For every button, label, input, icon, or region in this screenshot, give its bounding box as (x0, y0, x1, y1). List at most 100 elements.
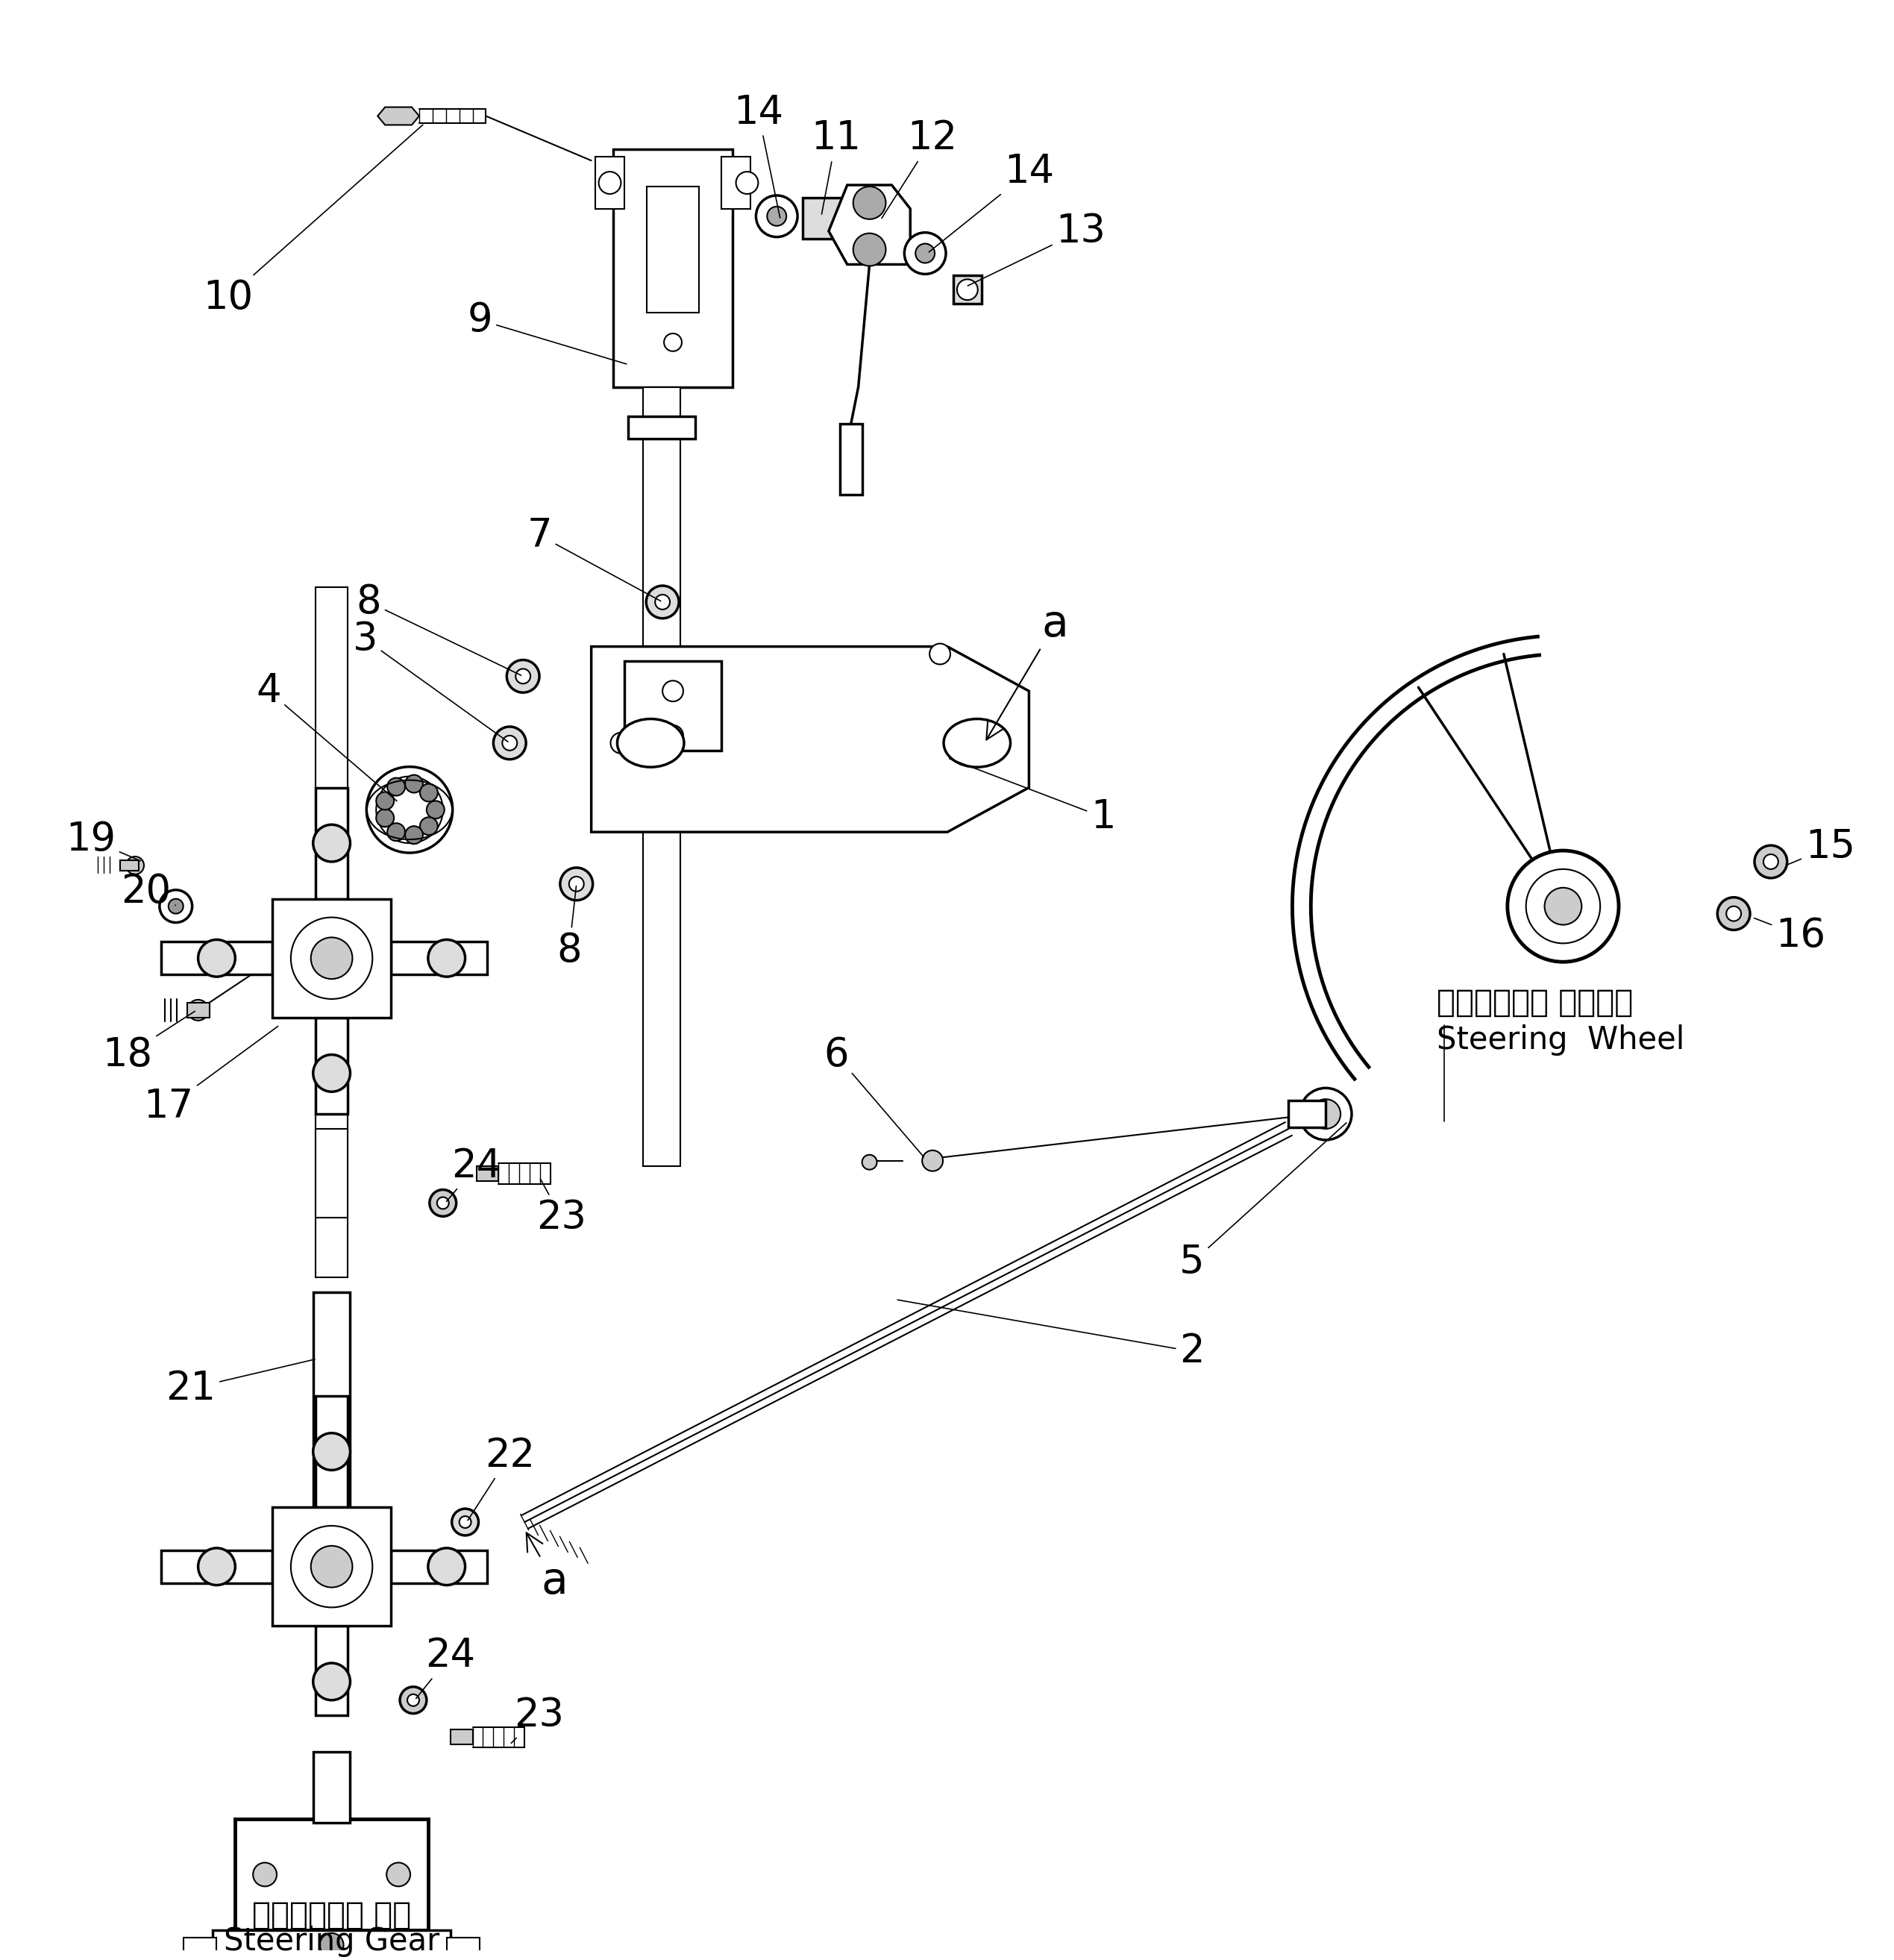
Ellipse shape (943, 719, 1010, 766)
Circle shape (568, 876, 583, 892)
Bar (314, 588, 348, 788)
Circle shape (922, 1151, 943, 1172)
Circle shape (1725, 906, 1741, 921)
Bar (447, 1938, 479, 1960)
Text: 18: 18 (102, 1011, 195, 1074)
Bar (803, 198, 843, 239)
Text: 14: 14 (733, 92, 784, 218)
Bar (625, 661, 722, 751)
Circle shape (956, 278, 977, 300)
Bar (314, 1017, 348, 1278)
Bar (953, 276, 981, 304)
Circle shape (367, 766, 453, 853)
Bar (161, 943, 273, 974)
Circle shape (386, 823, 405, 841)
Circle shape (561, 868, 593, 900)
Polygon shape (830, 184, 911, 265)
Circle shape (400, 1688, 426, 1713)
Circle shape (663, 680, 684, 702)
Text: 5: 5 (1180, 1123, 1347, 1282)
Circle shape (428, 1548, 466, 1586)
Text: a: a (527, 1533, 568, 1603)
Circle shape (199, 939, 235, 976)
Text: 19: 19 (66, 819, 140, 860)
Circle shape (405, 825, 422, 845)
Text: 10: 10 (203, 125, 422, 318)
Circle shape (665, 333, 682, 351)
Circle shape (1311, 1100, 1341, 1129)
Circle shape (646, 586, 678, 617)
Text: 23: 23 (536, 1178, 587, 1237)
Bar (184, 1938, 216, 1960)
Circle shape (1763, 855, 1778, 868)
Circle shape (515, 668, 530, 684)
Ellipse shape (617, 719, 684, 766)
Bar (648, 186, 699, 314)
Circle shape (386, 1862, 411, 1886)
Circle shape (292, 1525, 373, 1607)
Text: 12: 12 (883, 120, 958, 218)
Circle shape (1718, 898, 1750, 929)
Circle shape (254, 1862, 277, 1886)
Circle shape (852, 186, 886, 220)
Text: 16: 16 (1754, 917, 1826, 955)
Bar (313, 1752, 350, 1823)
Bar (629, 417, 695, 439)
Circle shape (292, 917, 373, 1000)
Bar (273, 1507, 390, 1627)
Bar (614, 149, 733, 386)
Circle shape (320, 1933, 343, 1956)
Circle shape (188, 1000, 208, 1021)
Text: Steering  Wheel: Steering Wheel (1438, 1025, 1686, 1056)
Text: 22: 22 (468, 1437, 534, 1521)
Polygon shape (377, 108, 419, 125)
Circle shape (420, 784, 438, 802)
Circle shape (852, 233, 886, 267)
Circle shape (599, 172, 621, 194)
Bar (188, 1004, 208, 1017)
Circle shape (458, 1517, 472, 1529)
Text: 23: 23 (511, 1695, 564, 1742)
Circle shape (1527, 868, 1600, 943)
Circle shape (1299, 1088, 1352, 1141)
Bar (314, 1627, 348, 1715)
Bar (1288, 1102, 1326, 1127)
Circle shape (438, 1198, 449, 1209)
Bar (314, 1017, 348, 1113)
Circle shape (502, 735, 517, 751)
Circle shape (903, 233, 945, 274)
Text: 21: 21 (165, 1360, 314, 1407)
Text: 17: 17 (144, 1027, 278, 1125)
Circle shape (313, 1433, 350, 1470)
Bar (119, 860, 138, 870)
Bar (161, 1550, 273, 1584)
Bar (390, 943, 487, 974)
Bar (235, 1819, 428, 1931)
Text: 3: 3 (352, 619, 508, 741)
Circle shape (930, 643, 951, 664)
Circle shape (862, 1154, 877, 1170)
Text: 24: 24 (447, 1147, 502, 1201)
Circle shape (426, 802, 445, 819)
Text: a: a (987, 604, 1068, 739)
Circle shape (428, 939, 466, 976)
Bar (314, 788, 348, 900)
Circle shape (377, 792, 394, 809)
Text: 13: 13 (968, 212, 1106, 286)
Text: 4: 4 (256, 672, 398, 802)
Bar (644, 386, 680, 1166)
Bar (722, 157, 750, 210)
Text: 8: 8 (356, 582, 521, 676)
Bar (839, 423, 862, 494)
Circle shape (377, 776, 443, 843)
Circle shape (377, 809, 394, 827)
Circle shape (767, 206, 786, 225)
Text: 8: 8 (557, 886, 581, 970)
Circle shape (386, 778, 405, 796)
Circle shape (453, 1509, 479, 1535)
Circle shape (655, 594, 670, 610)
Circle shape (159, 890, 191, 923)
Circle shape (405, 774, 422, 792)
Bar (595, 157, 625, 210)
Circle shape (1508, 851, 1619, 962)
